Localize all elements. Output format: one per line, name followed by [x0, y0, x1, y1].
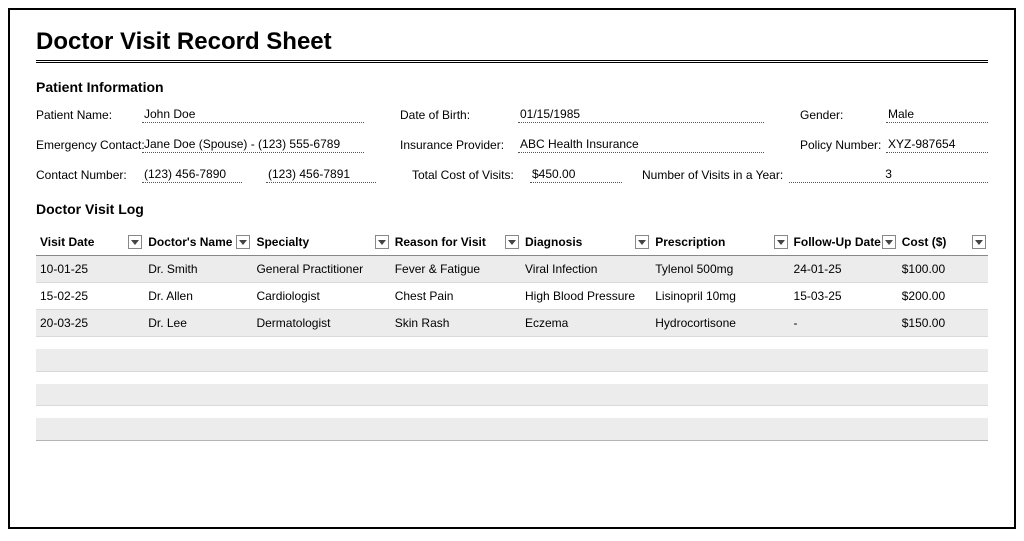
info-row-3: Contact Number: (123) 456-7890 (123) 456… [36, 167, 988, 183]
filter-dropdown-icon[interactable] [128, 235, 142, 249]
label-policy: Policy Number: [800, 138, 880, 153]
value-patient-name: John Doe [142, 107, 364, 123]
value-num-visits: 3 [789, 167, 988, 183]
filter-dropdown-icon[interactable] [236, 235, 250, 249]
label-emergency: Emergency Contact: [36, 138, 136, 153]
table-row-empty [36, 337, 988, 350]
value-gender: Male [886, 107, 988, 123]
table-row-empty [36, 418, 988, 440]
cell: $200.00 [898, 283, 988, 310]
page-title: Doctor Visit Record Sheet [36, 28, 988, 56]
col-prescription[interactable]: Prescription [651, 229, 789, 256]
table-row-empty [36, 371, 988, 384]
cell: 24-01-25 [790, 256, 898, 283]
value-total-cost: $450.00 [530, 167, 622, 183]
table-row-empty [36, 384, 988, 406]
cell: 15-02-25 [36, 283, 144, 310]
cell: General Practitioner [252, 256, 390, 283]
cell: Chest Pain [391, 283, 521, 310]
cell: 10-01-25 [36, 256, 144, 283]
cell: Dr. Lee [144, 310, 252, 337]
table-row: 20-03-25 Dr. Lee Dermatologist Skin Rash… [36, 310, 988, 337]
label-dob: Date of Birth: [400, 108, 512, 123]
col-reason[interactable]: Reason for Visit [391, 229, 521, 256]
cell: High Blood Pressure [521, 283, 651, 310]
col-label: Prescription [655, 235, 725, 249]
filter-dropdown-icon[interactable] [635, 235, 649, 249]
title-divider [36, 60, 988, 63]
table-row: 10-01-25 Dr. Smith General Practitioner … [36, 256, 988, 283]
filter-dropdown-icon[interactable] [774, 235, 788, 249]
table-row: 15-02-25 Dr. Allen Cardiologist Chest Pa… [36, 283, 988, 310]
col-diagnosis[interactable]: Diagnosis [521, 229, 651, 256]
value-contact-1: (123) 456-7890 [142, 167, 242, 183]
col-label: Doctor's Name [148, 235, 232, 249]
record-sheet: Doctor Visit Record Sheet Patient Inform… [8, 8, 1016, 529]
info-row-2: Emergency Contact: Jane Doe (Spouse) - (… [36, 137, 988, 153]
col-specialty[interactable]: Specialty [252, 229, 390, 256]
cell: Fever & Fatigue [391, 256, 521, 283]
value-dob: 01/15/1985 [518, 107, 764, 123]
value-policy: XYZ-987654 [886, 137, 988, 153]
cell: Dr. Allen [144, 283, 252, 310]
cell: Tylenol 500mg [651, 256, 789, 283]
value-emergency: Jane Doe (Spouse) - (123) 555-6789 [142, 137, 364, 153]
cell: Eczema [521, 310, 651, 337]
col-label: Cost ($) [902, 235, 947, 249]
label-contact: Contact Number: [36, 168, 136, 183]
cell: $150.00 [898, 310, 988, 337]
cell: Viral Infection [521, 256, 651, 283]
col-label: Visit Date [40, 235, 94, 249]
section-visit-log: Doctor Visit Log [36, 201, 988, 217]
filter-dropdown-icon[interactable] [972, 235, 986, 249]
label-patient-name: Patient Name: [36, 108, 136, 123]
col-label: Follow-Up Date [794, 235, 881, 249]
col-doctor-name[interactable]: Doctor's Name [144, 229, 252, 256]
cell: 20-03-25 [36, 310, 144, 337]
table-row-empty [36, 349, 988, 371]
cell: Lisinopril 10mg [651, 283, 789, 310]
filter-dropdown-icon[interactable] [882, 235, 896, 249]
cell: Hydrocortisone [651, 310, 789, 337]
table-body: 10-01-25 Dr. Smith General Practitioner … [36, 256, 988, 441]
label-insurance: Insurance Provider: [400, 138, 512, 153]
cell: Dr. Smith [144, 256, 252, 283]
col-label: Reason for Visit [395, 235, 486, 249]
filter-dropdown-icon[interactable] [375, 235, 389, 249]
value-contact-2: (123) 456-7891 [266, 167, 376, 183]
value-insurance: ABC Health Insurance [518, 137, 764, 153]
visit-log-table: Visit Date Doctor's Name Specialty Reaso… [36, 229, 988, 441]
col-label: Diagnosis [525, 235, 582, 249]
table-row-empty [36, 406, 988, 419]
label-total-cost: Total Cost of Visits: [412, 168, 524, 183]
col-followup[interactable]: Follow-Up Date [790, 229, 898, 256]
col-label: Specialty [256, 235, 309, 249]
filter-dropdown-icon[interactable] [505, 235, 519, 249]
section-patient-info: Patient Information [36, 79, 988, 95]
col-visit-date[interactable]: Visit Date [36, 229, 144, 256]
label-num-visits: Number of Visits in a Year: [642, 168, 783, 183]
cell: Dermatologist [252, 310, 390, 337]
table-header-row: Visit Date Doctor's Name Specialty Reaso… [36, 229, 988, 256]
cell: Skin Rash [391, 310, 521, 337]
col-cost[interactable]: Cost ($) [898, 229, 988, 256]
cell: 15-03-25 [790, 283, 898, 310]
cell: $100.00 [898, 256, 988, 283]
cell: - [790, 310, 898, 337]
info-row-1: Patient Name: John Doe Date of Birth: 01… [36, 107, 988, 123]
cell: Cardiologist [252, 283, 390, 310]
label-gender: Gender: [800, 108, 880, 123]
